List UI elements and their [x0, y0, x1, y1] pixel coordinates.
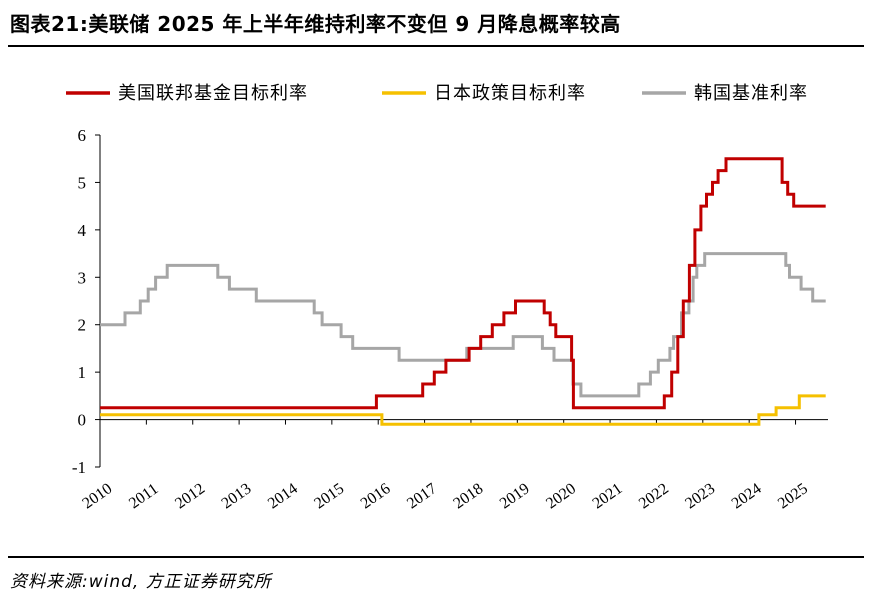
- x-tick-label: 2012: [172, 480, 208, 512]
- x-tick-label: 2020: [543, 480, 579, 512]
- y-tick-label: 0: [78, 411, 87, 430]
- x-tick-label: 2022: [636, 480, 672, 512]
- x-tick-label: 2023: [682, 480, 718, 512]
- x-tick-label: 2024: [729, 480, 765, 512]
- source-note: 资料来源:wind, 方正证券研究所: [10, 572, 272, 592]
- series-line-2: [100, 252, 826, 398]
- legend-label-korea: 韩国基准利率: [694, 83, 808, 104]
- title-rule: [8, 45, 864, 47]
- y-tick-label: 1: [78, 363, 87, 382]
- x-tick-label: 2017: [404, 480, 440, 512]
- y-tick-label: 4: [78, 221, 87, 240]
- x-tick-label: 2025: [775, 480, 811, 512]
- legend-label-fed: 美国联邦基金目标利率: [118, 83, 308, 104]
- chart-legend: 美国联邦基金目标利率 日本政策目标利率 韩国基准利率: [66, 83, 808, 104]
- y-tick-label: 6: [78, 126, 87, 145]
- x-tick-label: 2019: [497, 480, 533, 512]
- chart-axes: -1 0 1 2 3 4 5 6 2010 2011 2012 2013 2014 2015 2016 201…: [72, 126, 828, 512]
- y-tick-label: 2: [78, 316, 87, 335]
- y-tick-label: 3: [78, 268, 87, 287]
- series-line-1: [100, 394, 826, 426]
- figure-title: 图表21:美联储 2025 年上半年维持利率不变但 9 月降息概率较高: [10, 12, 621, 36]
- x-tick-label: 2011: [126, 480, 161, 512]
- x-tick-label: 2013: [219, 480, 255, 512]
- x-tick-label: 2014: [265, 480, 301, 512]
- x-tick-label: 2010: [79, 480, 115, 512]
- x-tick-label: 2018: [450, 480, 486, 512]
- y-tick-label: -1: [72, 458, 86, 477]
- x-tick-label: 2021: [590, 480, 626, 512]
- y-tick-label: 5: [78, 173, 87, 192]
- x-tick-label: 2016: [358, 480, 394, 512]
- series-line-0: [100, 157, 826, 410]
- source-rule: [8, 556, 864, 558]
- x-tick-label: 2015: [311, 480, 347, 512]
- legend-label-japan: 日本政策目标利率: [434, 83, 586, 104]
- chart-series: [100, 157, 826, 426]
